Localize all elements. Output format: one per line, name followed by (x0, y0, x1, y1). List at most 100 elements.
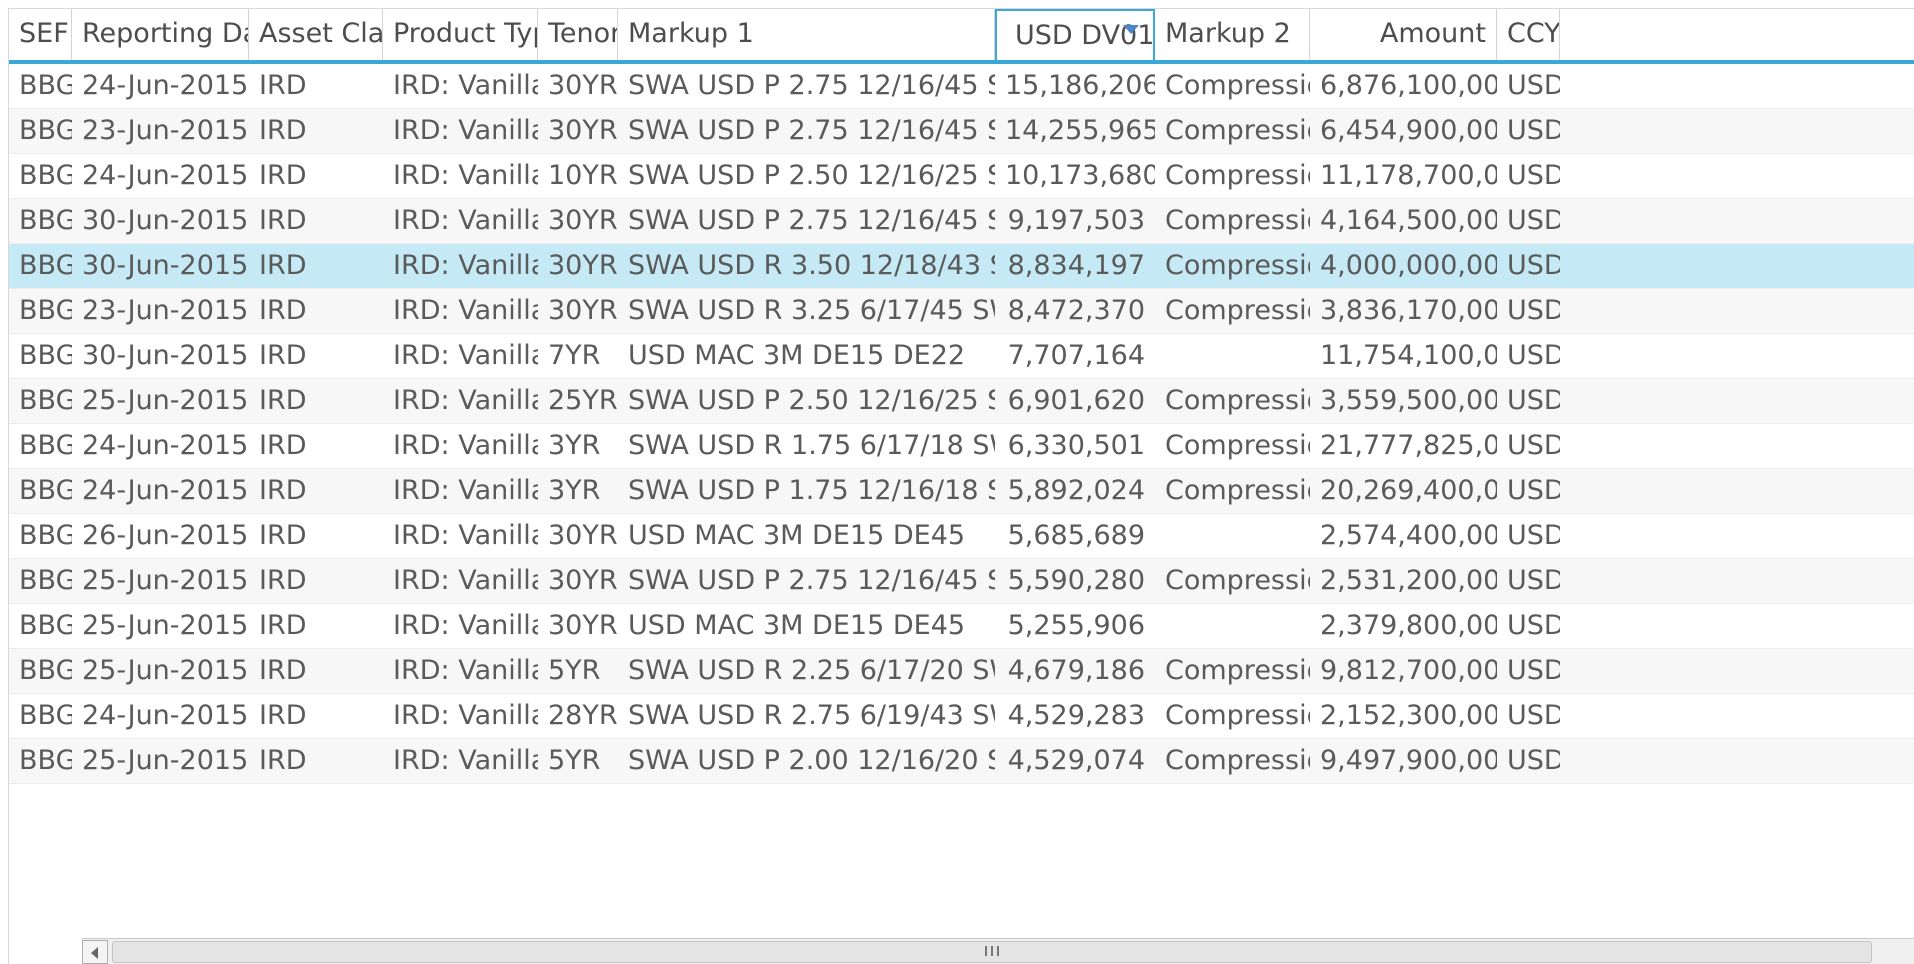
cell-tenor: 30YR (548, 250, 618, 281)
cell-amount: 9,812,700,000 (1320, 655, 1497, 686)
cell-reporting-date: 25-Jun-2015 (82, 610, 249, 641)
table-row[interactable]: BBG 24-Jun-2015 IRD IRD: Vanilla 3YR SWA USD … (9, 469, 1914, 514)
cell-markup-1: SWA USD P 2.75 12/16/45 SWAP C (628, 205, 995, 236)
cell-ccy: USD (1507, 520, 1560, 551)
cell-tenor: 28YR (548, 700, 618, 731)
table-row[interactable]: BBG 24-Jun-2015 IRD IRD: Vanilla 28YR SWA USD… (9, 694, 1914, 739)
cell-asset-class: IRD (259, 565, 307, 596)
scrollbar-thumb[interactable] (112, 941, 1872, 963)
cell-markup-2: Compression (1165, 565, 1310, 596)
cell-sef: BBG (19, 520, 72, 551)
cell-asset-class: IRD (259, 70, 307, 101)
cell-amount: 2,379,800,000 (1320, 610, 1497, 641)
column-header-markup-1[interactable]: Markup 1 (618, 9, 995, 60)
cell-asset-class: IRD (259, 655, 307, 686)
sort-descending-icon (1123, 25, 1139, 34)
cell-ccy: USD (1507, 115, 1560, 146)
cell-product-type: IRD: Vanilla (393, 520, 538, 551)
cell-amount: 2,531,200,000 (1320, 565, 1497, 596)
column-header-ccy[interactable]: CCY (1497, 9, 1560, 60)
table-row[interactable]: BBG 30-Jun-2015 IRD IRD: Vanilla 7YR USD MAC … (9, 334, 1914, 379)
cell-reporting-date: 24-Jun-2015 (82, 70, 249, 101)
cell-asset-class: IRD (259, 160, 307, 191)
cell-usd-dv01: 5,685,689 (1007, 520, 1145, 551)
column-header-asset-class[interactable]: Asset Class (249, 9, 383, 60)
cell-ccy: USD (1507, 70, 1560, 101)
column-header-sef[interactable]: SEF (9, 9, 72, 60)
cell-markup-1: SWA USD R 3.25 6/17/45 SWAP CN (628, 295, 995, 326)
cell-reporting-date: 30-Jun-2015 (82, 340, 249, 371)
table-row[interactable]: BBG 26-Jun-2015 IRD IRD: Vanilla 30YR USD MAC… (9, 514, 1914, 559)
table-row[interactable]: BBG 30-Jun-2015 IRD IRD: Vanilla 30YR SWA USD… (9, 199, 1914, 244)
column-header-product-type[interactable]: Product Type (383, 9, 538, 60)
table-row[interactable]: BBG 23-Jun-2015 IRD IRD: Vanilla 30YR SWA USD… (9, 109, 1914, 154)
table-row[interactable]: BBG 25-Jun-2015 IRD IRD: Vanilla 5YR SWA USD … (9, 739, 1914, 784)
cell-asset-class: IRD (259, 250, 307, 281)
table-row[interactable]: BBG 25-Jun-2015 IRD IRD: Vanilla 30YR USD MAC… (9, 604, 1914, 649)
cell-product-type: IRD: Vanilla (393, 205, 538, 236)
cell-asset-class: IRD (259, 610, 307, 641)
cell-asset-class: IRD (259, 700, 307, 731)
cell-product-type: IRD: Vanilla (393, 430, 538, 461)
cell-ccy: USD (1507, 340, 1560, 371)
horizontal-scrollbar[interactable] (82, 938, 1914, 964)
cell-amount: 11,754,100,000 (1320, 340, 1497, 371)
cell-asset-class: IRD (259, 520, 307, 551)
cell-product-type: IRD: Vanilla (393, 655, 538, 686)
cell-usd-dv01: 5,892,024 (1007, 475, 1145, 506)
cell-markup-1: USD MAC 3M DE15 DE45 (628, 610, 966, 641)
cell-reporting-date: 30-Jun-2015 (82, 205, 249, 236)
cell-markup-2: Compression (1165, 295, 1310, 326)
table-row[interactable]: BBG 25-Jun-2015 IRD IRD: Vanilla 25YR SWA USD… (9, 379, 1914, 424)
column-header-markup-2[interactable]: Markup 2 (1155, 9, 1310, 60)
cell-sef: BBG (19, 160, 72, 191)
cell-amount: 3,559,500,000 (1320, 385, 1497, 416)
column-header-tenor[interactable]: Tenor (538, 9, 618, 60)
cell-product-type: IRD: Vanilla (393, 115, 538, 146)
cell-tenor: 3YR (548, 430, 601, 461)
cell-product-type: IRD: Vanilla (393, 475, 538, 506)
cell-amount: 21,777,825,000 (1320, 430, 1497, 461)
table-row[interactable]: BBG 24-Jun-2015 IRD IRD: Vanilla 10YR SWA USD… (9, 154, 1914, 199)
cell-product-type: IRD: Vanilla (393, 385, 538, 416)
cell-sef: BBG (19, 475, 72, 506)
cell-product-type: IRD: Vanilla (393, 340, 538, 371)
cell-sef: BBG (19, 205, 72, 236)
cell-usd-dv01: 8,834,197 (1007, 250, 1145, 281)
cell-tenor: 30YR (548, 520, 618, 551)
table-row[interactable]: BBG 25-Jun-2015 IRD IRD: Vanilla 30YR SWA USD… (9, 559, 1914, 604)
cell-amount: 2,574,400,000 (1320, 520, 1497, 551)
column-header-amount[interactable]: Amount (1310, 9, 1497, 60)
cell-markup-2: Compression (1165, 115, 1310, 146)
cell-reporting-date: 25-Jun-2015 (82, 655, 249, 686)
cell-markup-2: Compression (1165, 250, 1310, 281)
cell-usd-dv01: 9,197,503 (1007, 205, 1145, 236)
cell-usd-dv01: 14,255,965 (1005, 115, 1155, 146)
cell-asset-class: IRD (259, 340, 307, 371)
cell-reporting-date: 25-Jun-2015 (82, 565, 249, 596)
cell-product-type: IRD: Vanilla (393, 250, 538, 281)
cell-markup-1: SWA USD P 2.50 12/16/25 SWAP C (628, 160, 995, 191)
column-header-reporting-date[interactable]: Reporting Date (72, 9, 249, 60)
cell-usd-dv01: 15,186,206 (1005, 70, 1155, 101)
cell-asset-class: IRD (259, 475, 307, 506)
cell-ccy: USD (1507, 160, 1560, 191)
column-header-usd-dv01[interactable]: USD DV01 (995, 9, 1155, 60)
scroll-left-arrow-icon[interactable] (82, 940, 108, 964)
table-row[interactable]: BBG 24-Jun-2015 IRD IRD: Vanilla 30YR SWA USD… (9, 64, 1914, 109)
cell-tenor: 30YR (548, 610, 618, 641)
cell-markup-1: SWA USD P 2.75 12/16/45 SWAP C (628, 565, 995, 596)
cell-markup-2: Compression (1165, 205, 1310, 236)
table-row[interactable]: BBG 24-Jun-2015 IRD IRD: Vanilla 3YR SWA USD … (9, 424, 1914, 469)
cell-sef: BBG (19, 655, 72, 686)
cell-usd-dv01: 4,529,074 (1007, 745, 1145, 776)
cell-asset-class: IRD (259, 385, 307, 416)
cell-markup-1: SWA USD R 2.25 6/17/20 SWAP CN (628, 655, 995, 686)
cell-tenor: 30YR (548, 115, 618, 146)
table-row[interactable]: BBG 30-Jun-2015 IRD IRD: Vanilla 30YR SWA USD… (9, 244, 1914, 289)
cell-markup-1: SWA USD P 2.75 12/16/45 SWAP C (628, 70, 995, 101)
cell-sef: BBG (19, 700, 72, 731)
column-header-usd-dv01-label: USD DV01 (1015, 20, 1155, 51)
table-row[interactable]: BBG 25-Jun-2015 IRD IRD: Vanilla 5YR SWA USD … (9, 649, 1914, 694)
table-row[interactable]: BBG 23-Jun-2015 IRD IRD: Vanilla 30YR SWA USD… (9, 289, 1914, 334)
